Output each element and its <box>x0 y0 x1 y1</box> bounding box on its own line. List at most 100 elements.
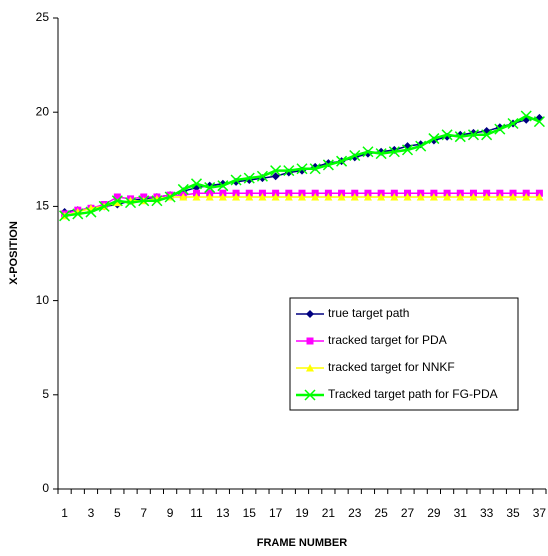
marker <box>309 163 321 175</box>
marker <box>495 192 504 201</box>
x-tick-label: 11 <box>190 506 203 520</box>
marker <box>296 163 308 175</box>
marker <box>271 172 280 181</box>
x-tick-label: 15 <box>243 506 257 520</box>
marker <box>428 133 440 145</box>
y-tick-label: 20 <box>36 104 50 118</box>
marker <box>283 165 295 177</box>
x-tick-label: 33 <box>480 506 494 520</box>
marker <box>454 131 466 143</box>
marker <box>270 165 282 177</box>
marker <box>72 208 84 220</box>
marker <box>217 180 229 192</box>
y-axis-label: X-POSITION <box>8 221 20 285</box>
marker <box>245 192 254 201</box>
marker <box>230 174 242 186</box>
marker <box>336 155 348 167</box>
marker <box>469 192 478 201</box>
marker <box>304 389 316 401</box>
marker <box>177 183 189 195</box>
x-tick-label: 29 <box>427 506 441 520</box>
marker <box>322 159 334 171</box>
marker <box>349 150 361 162</box>
legend-label: tracked target for PDA <box>328 333 447 347</box>
x-tick-label: 23 <box>348 506 362 520</box>
marker <box>306 364 314 372</box>
x-tick-label: 7 <box>140 506 147 520</box>
marker <box>507 117 519 130</box>
x-tick-label: 25 <box>374 506 388 520</box>
x-tick-label: 1 <box>61 506 68 520</box>
marker <box>85 206 97 218</box>
legend-label: Tracked target path for FG-PDA <box>328 387 498 401</box>
marker <box>164 191 176 203</box>
x-axis-label: FRAME NUMBER <box>257 537 347 549</box>
marker <box>377 192 386 201</box>
x-tick-label: 5 <box>114 506 121 520</box>
x-tick-label: 35 <box>506 506 520 520</box>
marker <box>390 192 399 201</box>
series <box>59 110 545 222</box>
legend: true target path tracked target for PDA tr… <box>289 297 519 411</box>
marker <box>494 123 506 135</box>
x-tick-label: 31 <box>454 506 468 520</box>
marker <box>443 192 452 201</box>
x-tick-label: 9 <box>167 506 174 520</box>
marker <box>306 310 314 318</box>
marker <box>375 148 387 160</box>
marker <box>256 170 268 182</box>
x-tick-label: 13 <box>216 506 230 520</box>
x-tick-label: 37 <box>533 506 547 520</box>
y-tick-label: 25 <box>36 10 50 24</box>
marker <box>59 210 71 222</box>
marker <box>416 192 425 201</box>
marker <box>113 193 121 201</box>
marker <box>456 192 465 201</box>
marker <box>324 192 333 201</box>
marker <box>388 146 400 158</box>
marker <box>509 192 518 201</box>
marker <box>125 197 137 209</box>
marker <box>113 198 122 207</box>
marker <box>271 192 280 201</box>
marker <box>467 129 479 141</box>
y-tick-label: 0 <box>42 481 49 495</box>
marker <box>522 192 531 201</box>
marker <box>482 192 491 201</box>
marker <box>306 337 314 345</box>
legend-label: tracked target for NNKF <box>328 360 455 374</box>
x-tick-label: 19 <box>295 506 309 520</box>
marker <box>179 192 188 201</box>
marker <box>284 192 293 201</box>
marker <box>298 192 306 201</box>
marker <box>401 144 414 156</box>
x-tick-label: 27 <box>401 506 415 520</box>
marker <box>441 129 453 141</box>
marker <box>190 178 203 190</box>
legend-label: true target path <box>328 306 409 320</box>
marker <box>138 195 150 207</box>
y-tick-label: 10 <box>36 293 50 307</box>
marker <box>205 192 214 201</box>
y-tick-label: 5 <box>42 387 49 401</box>
marker <box>362 146 374 158</box>
marker <box>415 140 427 152</box>
marker <box>111 195 123 207</box>
x-tick-label: 3 <box>88 506 95 520</box>
marker <box>403 192 412 201</box>
marker <box>350 192 359 201</box>
marker <box>204 182 216 194</box>
marker <box>533 116 545 128</box>
marker <box>243 172 255 184</box>
marker <box>481 129 493 141</box>
marker <box>337 192 346 201</box>
marker <box>520 110 532 122</box>
marker <box>218 192 227 201</box>
marker <box>258 192 267 201</box>
marker <box>429 192 438 201</box>
marker <box>232 192 241 201</box>
marker <box>98 200 110 212</box>
marker <box>311 192 320 201</box>
